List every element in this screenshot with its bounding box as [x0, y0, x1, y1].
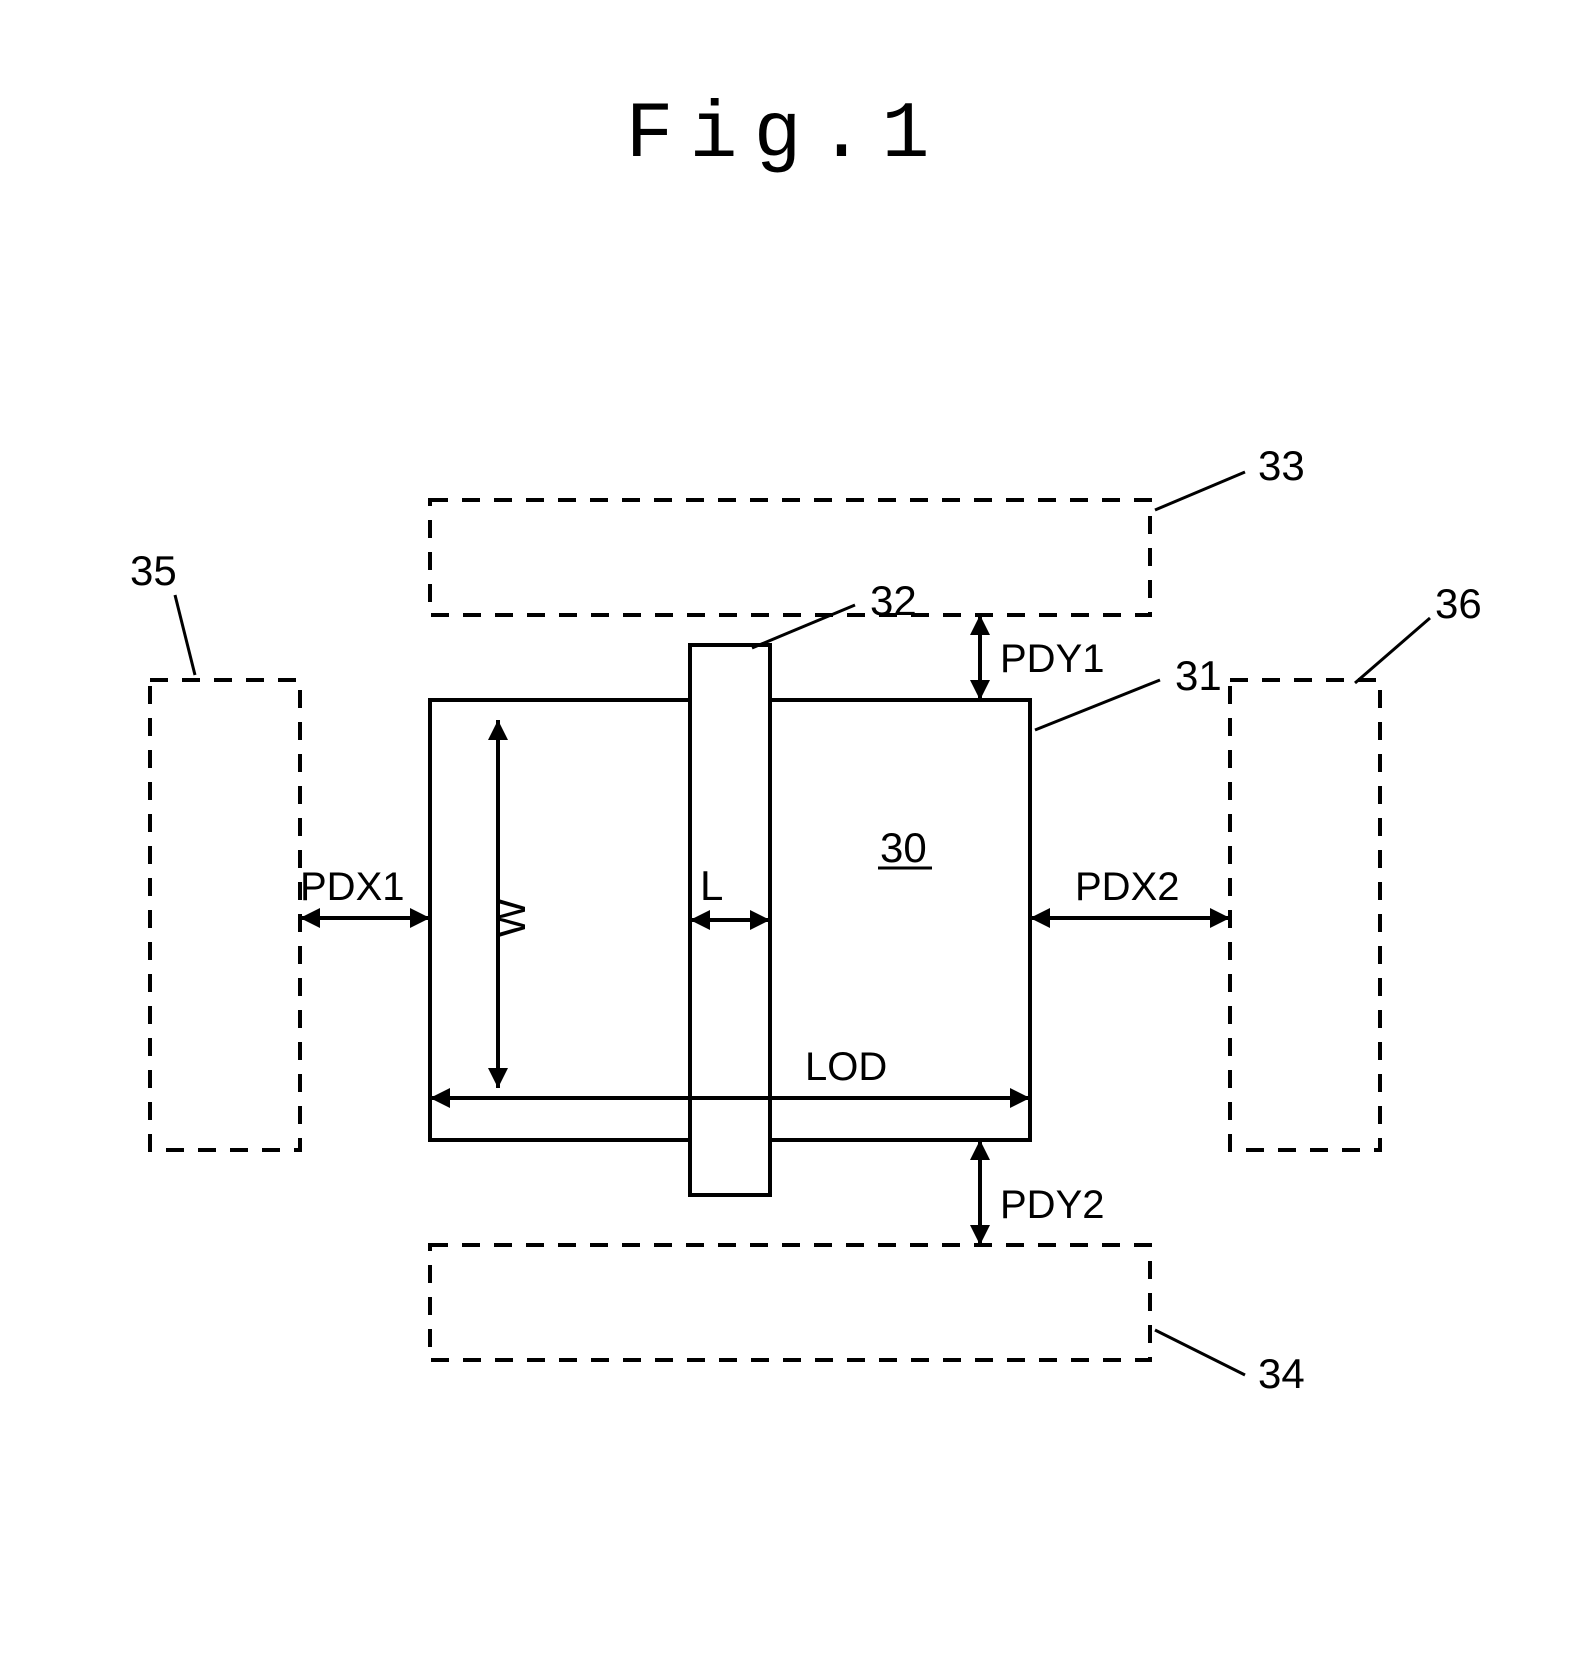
label-PDX1: PDX1: [300, 865, 405, 909]
label-PDY1: PDY1: [1000, 637, 1105, 681]
neighbor-top-33: [430, 500, 1150, 615]
ref-35: 35: [130, 547, 177, 594]
label-L: L: [700, 862, 723, 909]
figure-svg: 30 31 32 33 34 35 36 PDX1 PDX2 PDY1 PDY2 LOD W L: [0, 0, 1571, 1674]
label-PDX2: PDX2: [1075, 865, 1180, 909]
neighbor-bottom-34: [430, 1245, 1150, 1360]
ref-34: 34: [1258, 1350, 1305, 1397]
label-W: W: [487, 898, 534, 938]
neighbor-right-36: [1230, 680, 1380, 1150]
ref-33: 33: [1258, 442, 1305, 489]
label-LOD: LOD: [805, 1045, 887, 1089]
ref-31: 31: [1175, 652, 1222, 699]
ref-30: 30: [880, 824, 927, 871]
label-PDY2: PDY2: [1000, 1183, 1105, 1227]
ref-32: 32: [870, 577, 917, 624]
figure-page: Fig.1 30313233343536PDX1PDX2PDY1PDY2LODW…: [0, 0, 1571, 1674]
ref-36: 36: [1435, 580, 1482, 627]
neighbor-left-35: [150, 680, 300, 1150]
